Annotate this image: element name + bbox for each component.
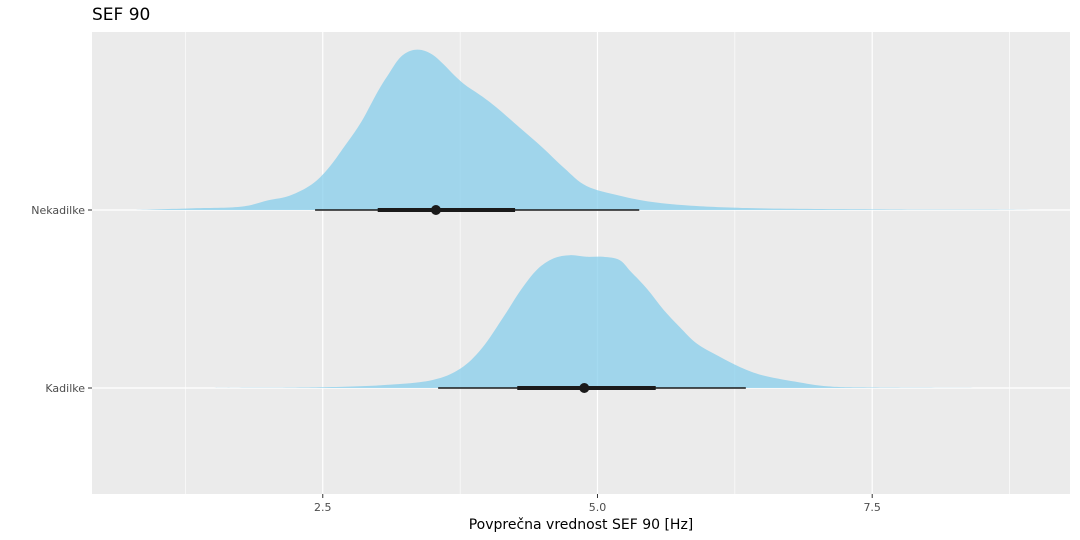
density-layer [135,49,1049,388]
point-estimate-kadilke [579,383,590,393]
interval-layer [315,205,746,393]
y-tick-label: Kadilke [45,382,85,395]
density-kadilke [212,255,983,388]
x-tick-label: 7.5 [863,501,881,514]
x-axis-label: Povprečna vrednost SEF 90 [Hz] [469,517,694,533]
y-axis: Nekadilke Kadilke [31,204,92,395]
density-nekadilke [135,49,1049,211]
x-tick-label: 5.0 [589,501,607,514]
point-estimate-nekadilke [430,205,441,215]
x-axis: 2.5 5.0 7.5 [314,494,881,514]
chart-title: SEF 90 [92,5,150,25]
y-tick-label: Nekadilke [31,204,85,217]
x-tick-label: 2.5 [314,501,332,514]
